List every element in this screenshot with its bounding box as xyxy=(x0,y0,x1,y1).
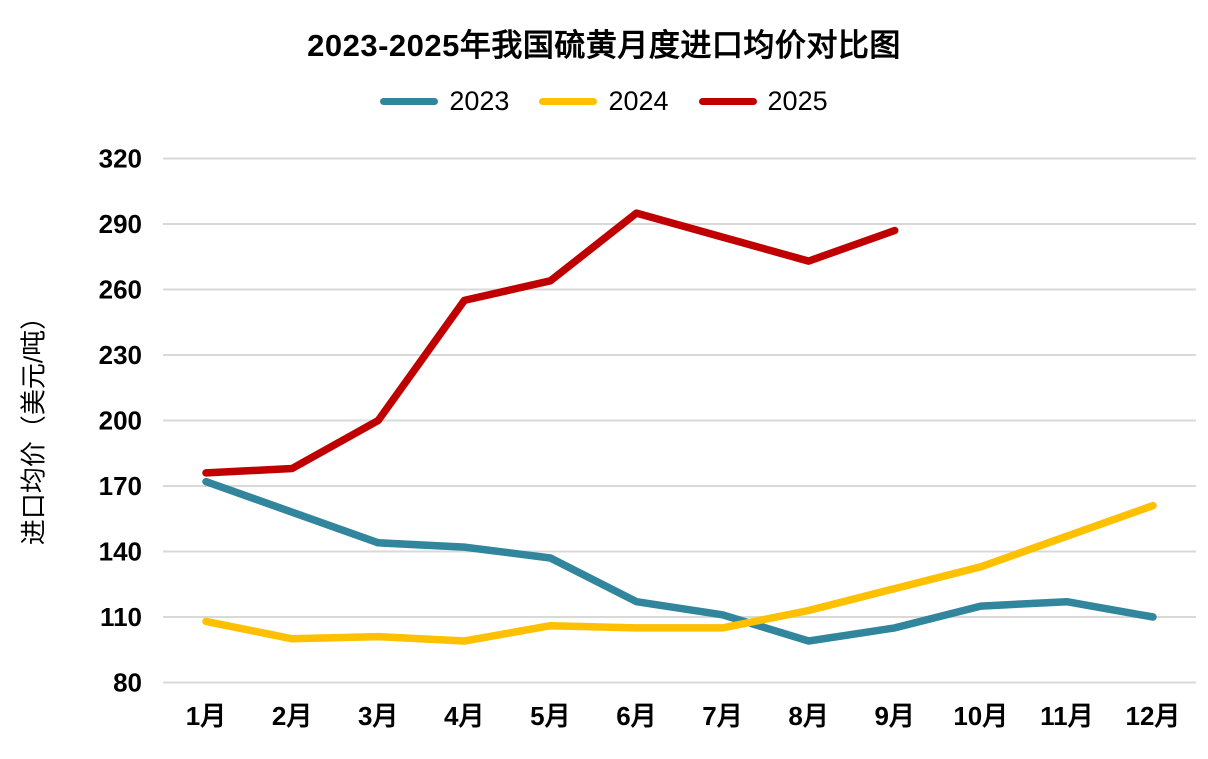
x-tick-label-10月: 10月 xyxy=(953,701,1008,731)
y-tick-label-290: 290 xyxy=(99,209,142,239)
legend-label-2025: 2025 xyxy=(767,86,828,116)
x-tick-label-7月: 7月 xyxy=(702,701,742,731)
y-tick-label-200: 200 xyxy=(99,406,142,436)
series-line-2024 xyxy=(202,501,1157,645)
x-tick-label-12月: 12月 xyxy=(1125,701,1180,731)
x-tick-label-11月: 11月 xyxy=(1040,701,1094,731)
series-line-2025 xyxy=(202,209,899,477)
x-tick-label-6月: 6月 xyxy=(616,701,656,731)
x-tick-label-8月: 8月 xyxy=(788,701,828,731)
legend-label-2024: 2024 xyxy=(608,86,669,116)
y-tick-label-260: 260 xyxy=(99,275,142,305)
y-tick-label-230: 230 xyxy=(99,340,142,370)
legend-item-2024: 2024 xyxy=(539,86,669,116)
x-tick-label-5月: 5月 xyxy=(530,701,570,731)
legend-label-2023: 2023 xyxy=(449,86,510,116)
legend-swatch-2025 xyxy=(698,98,757,105)
legend-swatch-2024 xyxy=(539,98,598,105)
y-tick-label-140: 140 xyxy=(99,537,142,567)
legend: 2023 2024 2025 xyxy=(0,88,1208,115)
series-line-2023 xyxy=(202,477,1157,645)
y-tick-label-80: 80 xyxy=(113,668,142,698)
y-tick-label-320: 320 xyxy=(99,144,142,174)
x-tick-label-1月: 1月 xyxy=(186,701,226,731)
x-tick-label-9月: 9月 xyxy=(874,701,914,731)
legend-swatch-2023 xyxy=(380,98,439,105)
legend-item-2023: 2023 xyxy=(380,88,509,115)
y-tick-label-170: 170 xyxy=(99,471,142,501)
x-tick-label-2月: 2月 xyxy=(272,701,312,731)
y-tick-label-110: 110 xyxy=(100,602,142,632)
legend-item-2025: 2025 xyxy=(698,86,828,116)
x-tick-label-3月: 3月 xyxy=(358,701,398,731)
x-tick-label-4月: 4月 xyxy=(444,701,484,731)
chart-title: 2023-2025年我国硫黄月度进口均价对比图 xyxy=(307,28,901,63)
